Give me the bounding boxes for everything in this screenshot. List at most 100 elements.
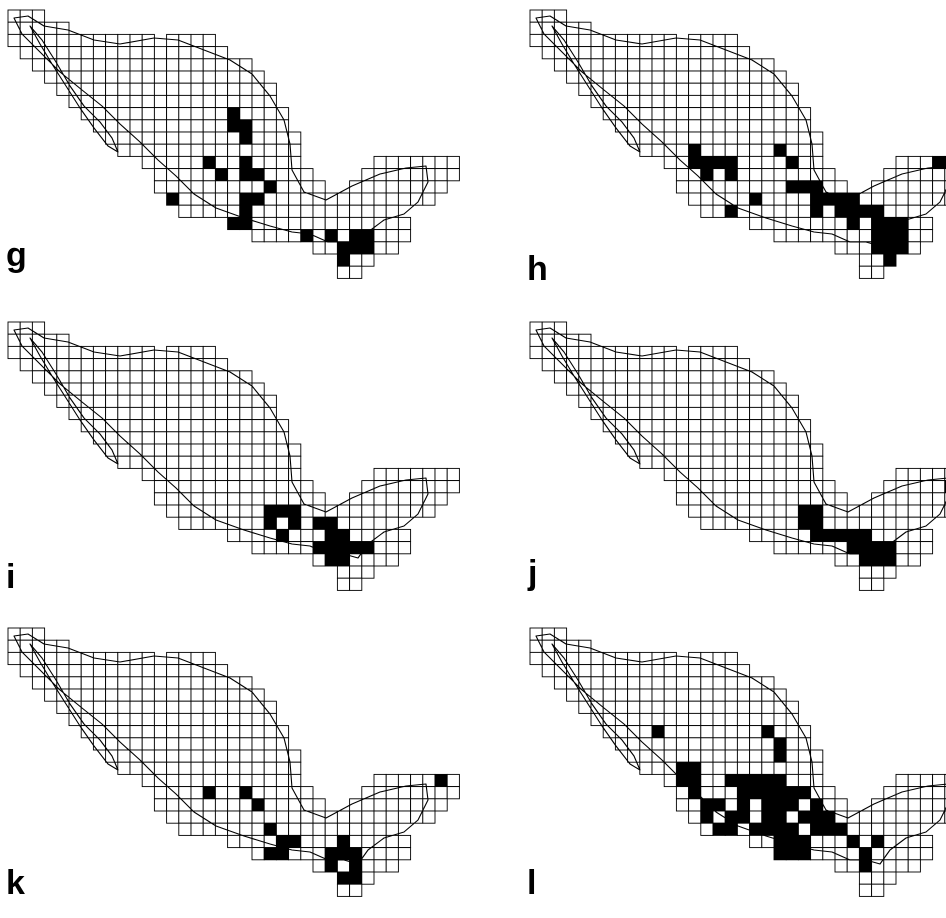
grid-cell [736, 131, 751, 145]
grid-cell [117, 737, 131, 751]
grid-cell [724, 786, 738, 800]
grid-cell [166, 345, 180, 360]
grid-cell [590, 676, 604, 690]
grid-cell [263, 394, 277, 408]
grid-cell [688, 131, 702, 145]
grid-cell [68, 651, 82, 666]
grid-cell [785, 107, 799, 121]
grid-cell [80, 46, 94, 60]
grid-cell [919, 480, 934, 494]
grid-cell [724, 700, 738, 714]
grid-cell [614, 394, 629, 408]
grid-cell [373, 192, 387, 206]
grid-cell [614, 406, 629, 421]
grid-cell [602, 664, 616, 678]
grid-cell [895, 516, 909, 530]
grid-cell [251, 180, 265, 194]
grid-cell [214, 737, 229, 751]
grid-cell [141, 46, 155, 60]
occupied-grid-cell [263, 180, 277, 194]
grid-cell [834, 553, 848, 567]
grid-cell [700, 822, 714, 836]
panel-label-k: k [6, 864, 25, 902]
grid-cell [397, 229, 412, 243]
grid-cell [907, 553, 921, 567]
grid-cell [117, 382, 131, 396]
occupied-grid-cell [883, 216, 897, 231]
grid-cell [68, 46, 82, 60]
grid-cell [56, 46, 70, 60]
grid-cell [117, 119, 131, 133]
grid-cell [761, 516, 775, 530]
grid-cell [736, 749, 751, 763]
occupied-grid-cell [361, 241, 375, 255]
grid-cell [761, 180, 775, 194]
occupied-grid-cell [202, 155, 216, 170]
grid-cell [361, 204, 375, 218]
grid-cell [785, 725, 799, 739]
grid-cell [373, 859, 387, 873]
grid-cell [166, 676, 180, 690]
grid-cell [300, 847, 314, 861]
occupied-grid-cell [736, 773, 751, 788]
grid-cell [700, 737, 714, 751]
occupied-grid-cell [700, 155, 714, 170]
grid-cell [724, 143, 738, 157]
grid-cell [736, 676, 751, 690]
grid-cell [907, 229, 921, 243]
grid-cell [651, 394, 665, 408]
grid-cell [190, 394, 204, 408]
grid-cell [288, 822, 302, 836]
grid-cell [749, 406, 763, 421]
grid-cell [773, 700, 787, 714]
occupied-grid-cell [944, 480, 946, 494]
grid-cell [858, 871, 873, 885]
grid-cell [251, 541, 265, 555]
occupied-grid-cell [724, 155, 738, 170]
grid-cell [688, 467, 702, 482]
grid-cell [166, 688, 180, 702]
grid-cell [724, 58, 738, 72]
grid-cell [105, 46, 119, 60]
grid-cell [627, 33, 641, 48]
occupied-grid-cell [822, 822, 836, 836]
grid-cell [822, 492, 836, 506]
grid-cell [871, 528, 885, 543]
grid-cell [239, 370, 253, 384]
grid-cell [385, 798, 399, 812]
grid-cell [117, 431, 131, 445]
grid-cell [227, 180, 241, 194]
grid-cell [810, 216, 824, 231]
grid-cell [202, 119, 216, 133]
occupied-grid-cell [810, 204, 824, 218]
grid-cell [361, 516, 375, 530]
grid-cell [166, 664, 180, 678]
grid-cell [639, 370, 653, 384]
grid-cell [190, 58, 204, 72]
occupied-grid-cell [810, 528, 824, 543]
grid-cell [397, 168, 412, 182]
grid-cell [178, 180, 192, 194]
grid-cell [117, 345, 131, 360]
grid-cell [239, 431, 253, 445]
grid-cell [883, 565, 897, 579]
panel-label-h: h [527, 250, 548, 288]
grid-cell [251, 467, 265, 482]
grid-cell [675, 94, 690, 109]
grid-cell [190, 798, 204, 812]
grid-cell [663, 107, 677, 121]
grid-cell [7, 9, 21, 23]
grid-cell [712, 467, 726, 482]
grid-cell [785, 443, 799, 457]
grid-cell [724, 382, 738, 396]
grid-cell [422, 798, 436, 812]
map-panel-l [529, 627, 946, 918]
grid-cell [675, 443, 690, 457]
grid-cell [312, 834, 326, 849]
grid-cell [907, 859, 921, 873]
grid-cell [614, 370, 629, 384]
occupied-grid-cell [773, 810, 787, 824]
grid-cell [385, 155, 399, 170]
grid-cell [700, 749, 714, 763]
grid-cell [712, 480, 726, 494]
